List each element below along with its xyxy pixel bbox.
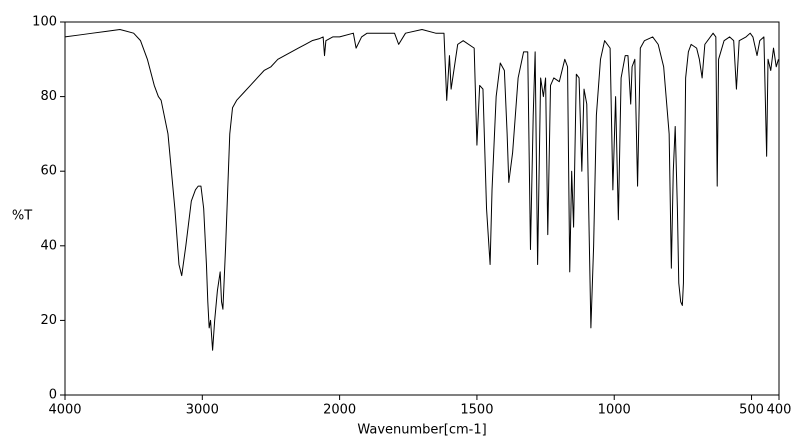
y-tick-label: 60 xyxy=(40,164,57,179)
x-axis-label: Wavenumber[cm-1] xyxy=(357,423,486,438)
x-tick-label: 3000 xyxy=(186,403,219,418)
y-tick-label: 20 xyxy=(40,313,57,328)
x-tick-label: 500 xyxy=(739,403,764,418)
y-tick-label: 40 xyxy=(40,238,57,253)
spectrum-line xyxy=(64,28,779,351)
y-tick-label: 0 xyxy=(49,388,57,403)
x-tick-label: 400 xyxy=(767,403,792,418)
y-tick-label: 100 xyxy=(32,15,57,30)
plot-frame xyxy=(64,21,780,396)
x-tick-label: 1500 xyxy=(460,403,493,418)
x-tick-label: 2000 xyxy=(323,403,356,418)
y-tick-label: 80 xyxy=(40,89,57,104)
y-axis-label: %T xyxy=(12,209,32,224)
x-tick-label: 4000 xyxy=(48,403,81,418)
x-tick-label: 1000 xyxy=(598,403,631,418)
